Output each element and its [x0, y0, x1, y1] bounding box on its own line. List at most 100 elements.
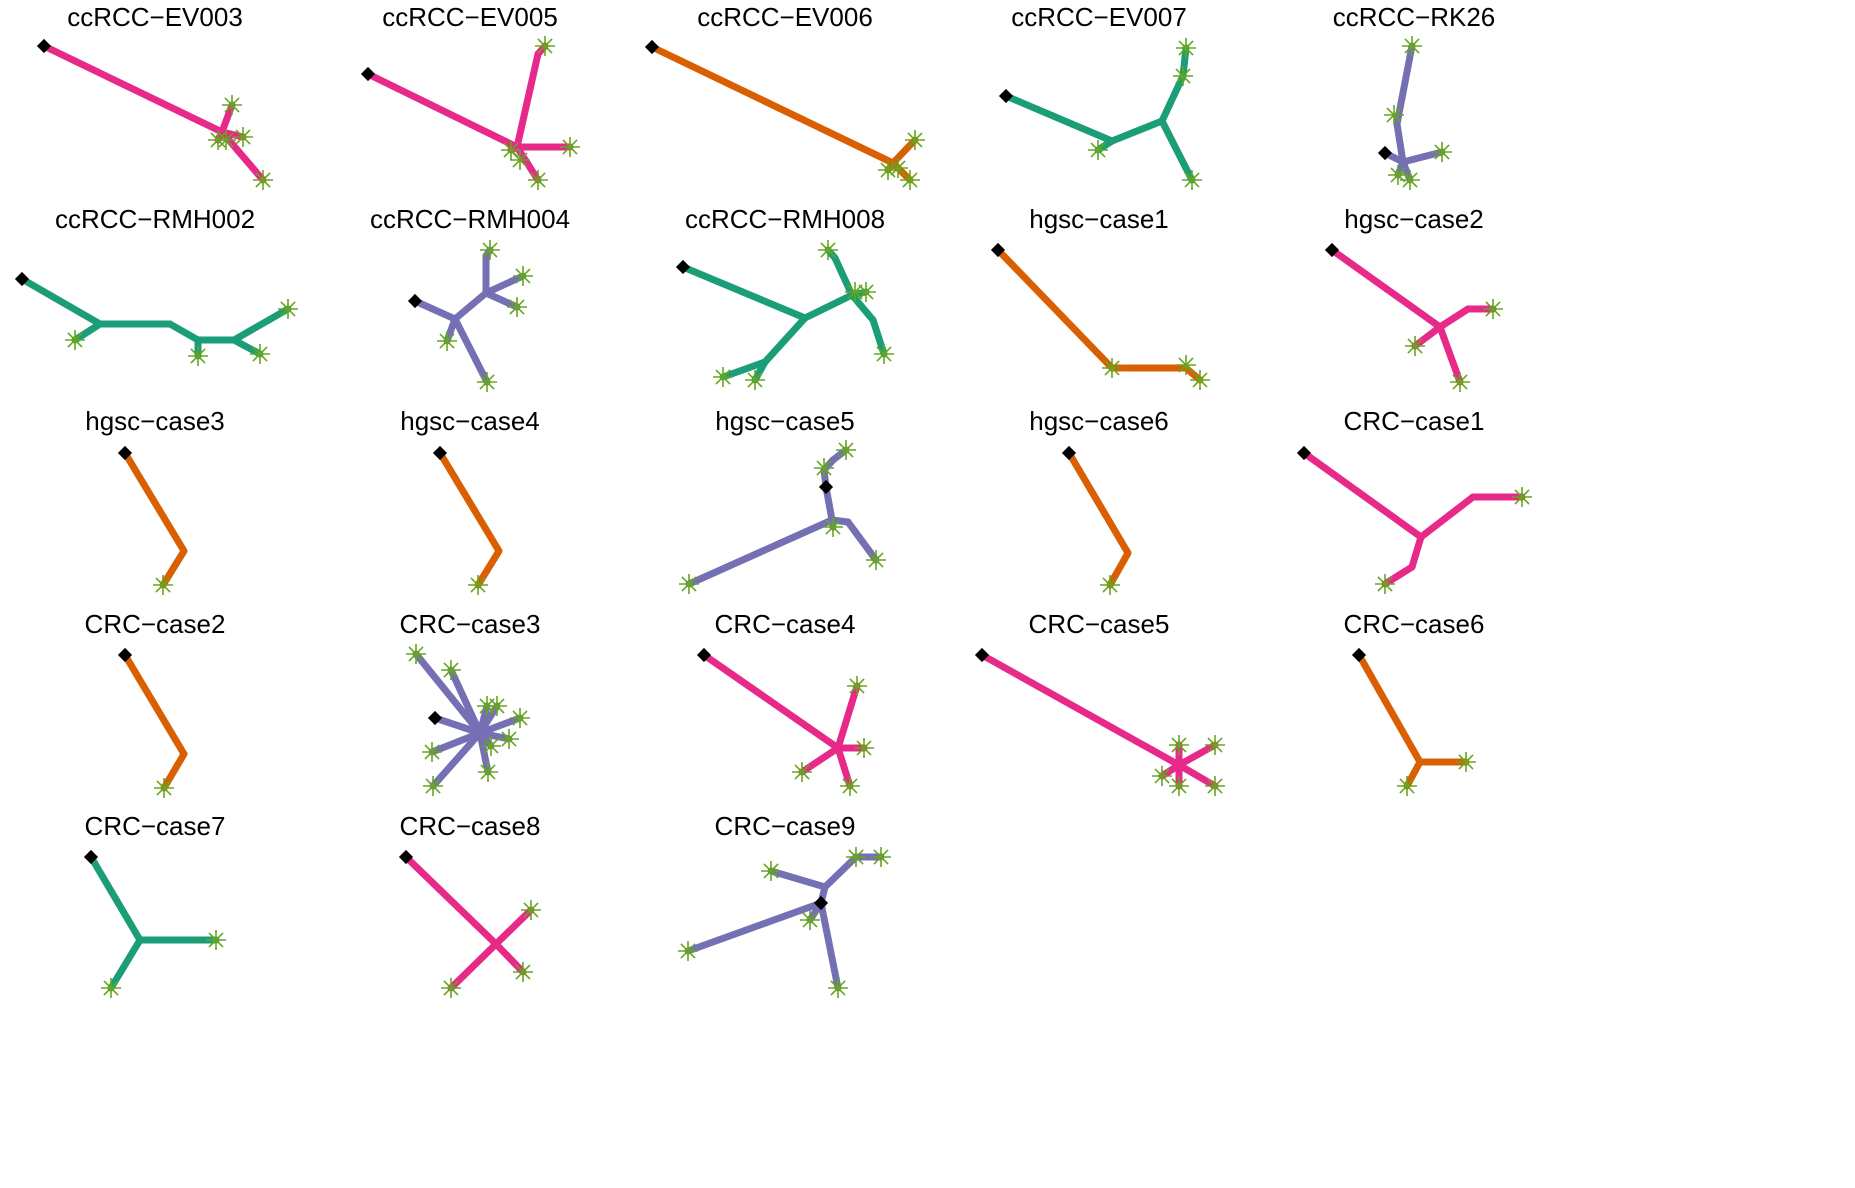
tree-branch: [684, 899, 825, 955]
tip-star-marker: [871, 847, 891, 867]
tip-star-marker: [856, 282, 876, 302]
panel-title-crc-case1: CRC−case1: [1344, 406, 1485, 436]
tip-star-marker: [406, 644, 426, 664]
tree-branch: [71, 320, 104, 344]
tree-branch: [1417, 493, 1477, 541]
tree-branch: [1355, 651, 1424, 766]
panel-title-hgsc-case3: hgsc−case3: [85, 406, 224, 436]
tip-star-marker: [846, 847, 866, 867]
tip-star-marker: [1432, 142, 1452, 162]
tip-star-marker: [1450, 372, 1470, 392]
tip-star-marker: [441, 660, 461, 680]
tree-branch: [798, 744, 842, 776]
root-diamond-marker: [1296, 445, 1312, 461]
tip-star-marker: [1100, 575, 1120, 595]
tip-star-marker: [905, 130, 925, 150]
tree-branch: [1065, 449, 1132, 557]
tree-panel: [998, 38, 1202, 190]
panel-title-ccrcc-rmh008: ccRCC−RMH008: [685, 204, 885, 234]
tip-star-marker: [1483, 299, 1503, 319]
tree-branch: [679, 263, 809, 322]
tip-star-marker: [478, 762, 498, 782]
tree-panel: [1324, 242, 1503, 392]
tip-star-marker: [510, 150, 530, 170]
root-diamond-marker: [644, 39, 660, 55]
tree-branch: [513, 50, 542, 151]
panel-title-hgsc-case5: hgsc−case5: [715, 406, 854, 436]
tree-branch: [751, 358, 769, 384]
root-diamond-marker: [407, 293, 423, 309]
tree-branch: [719, 358, 769, 381]
tip-star-marker: [713, 367, 733, 387]
tree-branch: [107, 936, 144, 992]
tip-star-marker: [1512, 487, 1532, 507]
tree-branch: [869, 316, 888, 358]
panel-title-crc-case8: CRC−case8: [400, 811, 541, 841]
panel-title-crc-case5: CRC−case5: [1029, 609, 1170, 639]
tree-panel: [679, 440, 886, 594]
tree-branch: [447, 940, 500, 992]
tree-branch: [834, 744, 854, 790]
tip-star-marker: [480, 240, 500, 260]
tip-star-marker: [745, 370, 765, 390]
tip-star-marker: [818, 240, 838, 260]
tree-panel: [1061, 445, 1132, 595]
tip-star-marker: [487, 696, 507, 716]
tip-star-marker: [814, 458, 834, 478]
tree-branch: [447, 666, 484, 737]
tip-star-marker: [510, 708, 530, 728]
tree-branch: [121, 651, 188, 758]
tip-star-marker: [101, 978, 121, 998]
tip-star-marker: [250, 344, 270, 364]
tree-branch: [482, 289, 521, 311]
tree-branch: [166, 320, 202, 344]
tip-star-marker: [206, 930, 226, 950]
root-diamond-marker: [398, 849, 414, 865]
root-diamond-marker: [14, 271, 30, 287]
panel-title-ccrcc-ev003: ccRCC−EV003: [67, 2, 243, 32]
tip-star-marker: [513, 962, 533, 982]
tip-star-marker: [847, 676, 867, 696]
tree-branch: [428, 729, 484, 756]
root-diamond-marker: [36, 38, 52, 54]
tree-branch: [685, 516, 836, 588]
tree-branch: [1106, 549, 1132, 589]
tree-branch: [834, 682, 861, 752]
tree-branch: [451, 289, 490, 323]
tree-branch: [476, 729, 513, 743]
tree-branch: [978, 651, 1183, 769]
root-diamond-marker: [1351, 647, 1367, 663]
panel-title-ccrcc-rmh004: ccRCC−RMH004: [370, 204, 570, 234]
tip-star-marker: [1405, 336, 1425, 356]
tree-branch: [218, 101, 236, 136]
tree-branch: [482, 272, 527, 297]
tree-branch: [844, 518, 880, 564]
tip-star-marker: [560, 137, 580, 157]
tree-branch: [700, 651, 842, 752]
tree-branch: [230, 305, 292, 344]
tip-star-marker: [468, 575, 488, 595]
tree-branch: [1399, 148, 1446, 166]
tree-branch: [411, 297, 459, 323]
tree-branch: [1175, 741, 1219, 769]
tree-panel: [117, 445, 188, 595]
tip-star-marker: [1176, 38, 1196, 58]
root-diamond-marker: [83, 849, 99, 865]
tip-star-marker: [422, 742, 442, 762]
tree-branch: [18, 275, 104, 328]
tip-star-marker: [65, 330, 85, 350]
tip-star-marker: [792, 762, 812, 782]
tree-panel: [398, 849, 541, 998]
panel-title-crc-case3: CRC−case3: [400, 609, 541, 639]
tree-branch: [1436, 323, 1464, 386]
tree-panel: [1296, 445, 1532, 594]
panel-titles: ccRCC−EV003 ccRCC−EV005 ccRCC−EV006 ccRC…: [55, 2, 1495, 841]
tip-star-marker: [437, 331, 457, 351]
tree-branch: [1381, 563, 1416, 588]
tree-branch: [801, 291, 856, 322]
tip-star-marker: [1169, 776, 1189, 796]
tree-panel: [14, 271, 298, 366]
tip-star-marker: [233, 127, 253, 147]
tree-panel: [696, 647, 874, 796]
tip-star-marker: [761, 861, 781, 881]
